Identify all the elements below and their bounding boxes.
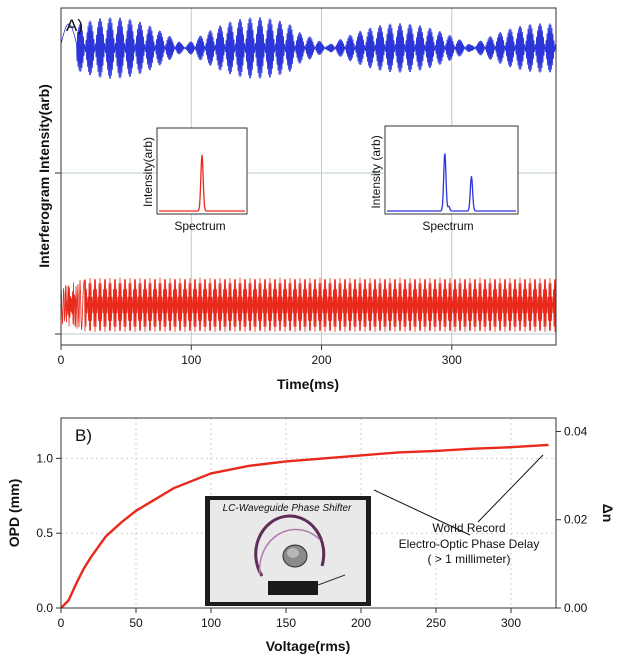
panel-b-y-ticks: 0.0 0.5 1.0 [36, 451, 61, 615]
photo-waveguide-inner [258, 528, 321, 576]
inset-red-y-label: Intensity(arb) [141, 137, 155, 207]
inset-blue-peaks [387, 153, 516, 212]
annotation-line-2: Electro-Optic Phase Delay [399, 537, 540, 551]
panel-b-y-right-tick-label: 0.00 [564, 601, 588, 615]
panel-a-label: A) [66, 16, 83, 35]
panel-a-y-ticks [55, 172, 61, 335]
annotation-leader-right [477, 454, 544, 523]
panel-a-x-tick-label: 300 [442, 353, 462, 367]
annotation-line-1: World Record [432, 521, 505, 535]
panel-a-red-interferogram [61, 277, 556, 333]
panel-a-x-tick-label: 200 [312, 353, 332, 367]
panel-b-y-right-ticks: 0.00 0.02 0.04 [556, 424, 588, 615]
photo-coin-highlight [287, 548, 299, 558]
panel-b-x-tick-label: 0 [58, 616, 65, 630]
photo-wire [317, 574, 346, 586]
panel-b-label: B) [75, 426, 92, 445]
inset-blue-frame [384, 125, 519, 215]
inset-blue-x-label: Spectrum [422, 219, 473, 233]
panel-b-y-tick-label: 0.5 [36, 526, 53, 540]
panel-a-blue-interferogram [61, 17, 556, 79]
panel-a-frame [60, 7, 557, 346]
panel-b-chart: 0 50 100 150 200 250 300 0.00.51.0 0.000.020.0… [6, 417, 616, 654]
inset-red-peak [159, 154, 245, 212]
panel-a-x-ticks: 0 100 200 300 [58, 345, 462, 367]
photo-caption: LC-Waveguide Phase Shifter [223, 503, 352, 514]
inset-spectrum-red: Spectrum Intensity(arb) [141, 127, 248, 233]
panel-b-y-right-tick-label: 0.02 [564, 513, 588, 527]
inset-blue-y-label: Intensity (arb) [369, 135, 383, 208]
panel-b-opd-curve [61, 443, 549, 608]
panel-b-x-tick-label: 150 [276, 616, 296, 630]
panel-b-y-tick-label: 1.0 [36, 451, 53, 465]
inset-spectrum-blue: Spectrum Intensity (arb) [369, 125, 519, 233]
panel-b-y-right-axis-label: Δn [600, 504, 616, 523]
panel-b-x-tick-label: 250 [426, 616, 446, 630]
panel-b-x-ticks: 0 50 100 150 200 250 300 [58, 608, 521, 630]
panel-a-x-tick-label: 0 [58, 353, 65, 367]
panel-b-x-tick-label: 200 [351, 616, 371, 630]
panel-b-x-tick-label: 100 [201, 616, 221, 630]
inset-red-x-label: Spectrum [174, 219, 225, 233]
annotation-line-3: ( > 1 millimeter) [427, 552, 510, 566]
phase-shifter-photo: LC-Waveguide Phase Shifter [205, 496, 371, 606]
panel-b-x-tick-label: 300 [501, 616, 521, 630]
panel-b-y-tick-label: 0.0 [36, 601, 53, 615]
panel-a-chart: 0 100 200 300 A) Time(ms) Interferogram Int… [36, 7, 557, 392]
panel-a-x-tick-label: 100 [181, 353, 201, 367]
panel-a-series [61, 17, 556, 333]
panel-b-y-axis-label: OPD (mm) [6, 479, 22, 547]
panel-b-x-tick-label: 50 [129, 616, 143, 630]
photo-waveguide-outer [254, 514, 326, 577]
panel-a-x-axis-label: Time(ms) [277, 376, 339, 392]
panel-b-y-right-tick-label: 0.04 [564, 424, 588, 438]
photo-base-block [268, 581, 318, 595]
panel-a-y-axis-label: Interferogram Intensity(arb) [36, 84, 52, 268]
annotation-leader-left [373, 489, 471, 536]
inset-red-frame [156, 127, 248, 215]
panel-b-x-axis-label: Voltage(rms) [266, 638, 351, 654]
panel-b-frame [60, 417, 557, 609]
